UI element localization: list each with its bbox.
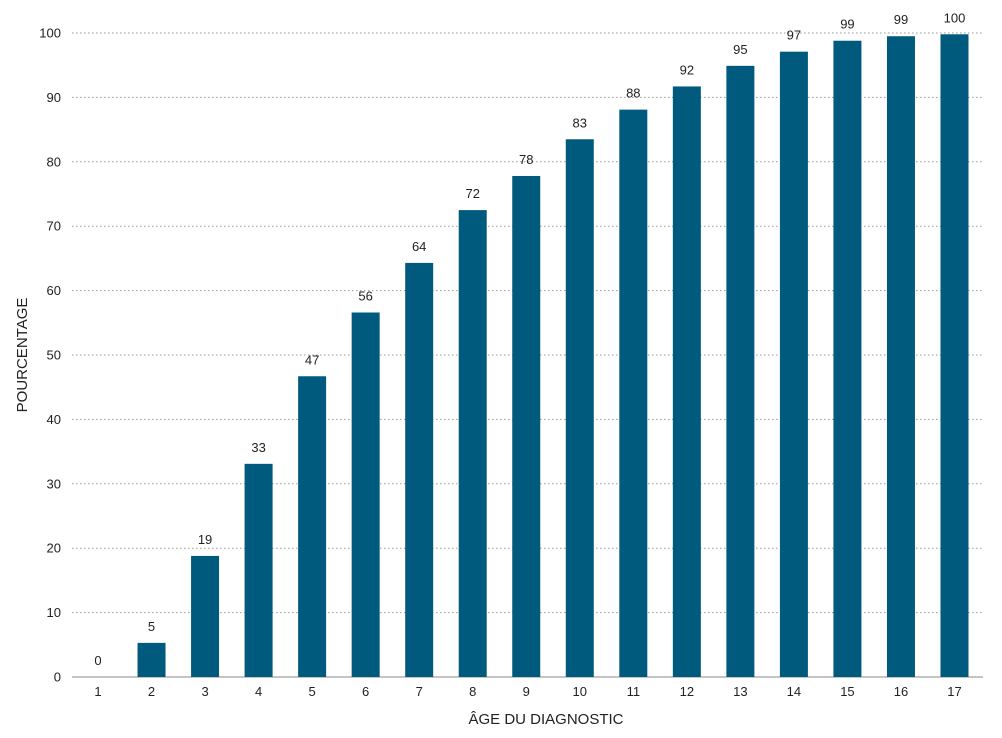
bar [619,109,648,678]
data-label: 95 [733,42,747,57]
data-label: 64 [412,239,426,254]
y-tick-label: 0 [54,670,61,685]
data-label: 100 [944,10,966,25]
data-label: 99 [840,17,854,32]
x-axis-ticks: 1 2 3 4 5 6 7 8 9 10 11 12 13 14 15 16 17 [94,684,961,699]
data-label: 0 [94,653,101,668]
x-tick-label: 10 [573,684,587,699]
x-tick-label: 12 [680,684,694,699]
x-tick-label: 16 [894,684,908,699]
x-tick-label: 17 [947,684,961,699]
bar [779,51,808,677]
y-tick-label: 60 [47,283,61,298]
x-tick-label: 3 [201,684,208,699]
x-tick-label: 8 [469,684,476,699]
bar [940,34,969,677]
y-axis-title: POURCENTAGE [14,298,31,413]
bar [298,376,327,677]
y-tick-label: 50 [47,348,61,363]
value-labels: 0 5 19 33 47 56 64 72 78 83 88 92 95 97 99 99 100 [94,10,965,668]
y-tick-label: 20 [47,541,61,556]
data-label: 56 [358,288,372,303]
x-tick-label: 13 [733,684,747,699]
x-tick-label: 14 [787,684,801,699]
bar [137,642,166,677]
data-label: 92 [680,62,694,77]
y-tick-label: 30 [47,476,61,491]
data-label: 47 [305,352,319,367]
data-label: 5 [148,619,155,634]
bar [244,463,273,677]
bar [458,210,487,677]
bar [512,175,541,677]
data-label: 78 [519,152,533,167]
y-axis-ticks: 0 10 20 30 40 50 60 70 80 90 100 [39,26,61,685]
y-tick-label: 100 [39,26,61,41]
bar [672,86,701,677]
data-label: 88 [626,86,640,101]
x-tick-label: 15 [840,684,854,699]
bar [833,40,862,677]
data-label: 83 [573,115,587,130]
bars [137,34,969,678]
bar [565,139,594,677]
x-tick-label: 1 [94,684,101,699]
y-tick-label: 10 [47,605,61,620]
y-tick-label: 70 [47,219,61,234]
x-tick-label: 4 [255,684,262,699]
bar [886,36,915,678]
data-label: 19 [198,532,212,547]
bar [191,555,220,677]
x-tick-label: 2 [148,684,155,699]
x-tick-label: 5 [309,684,316,699]
x-tick-label: 7 [416,684,423,699]
y-tick-label: 80 [47,154,61,169]
data-label: 99 [894,12,908,27]
x-tick-label: 6 [362,684,369,699]
data-label: 97 [787,28,801,43]
data-label: 33 [251,440,265,455]
bar [405,262,434,677]
data-label: 72 [465,186,479,201]
x-tick-label: 11 [627,684,641,699]
x-axis-title: ÂGE DU DIAGNOSTIC [468,711,623,728]
y-tick-label: 40 [47,412,61,427]
bar [351,312,380,677]
bar [726,65,755,678]
x-tick-label: 9 [523,684,530,699]
y-tick-label: 90 [47,90,61,105]
